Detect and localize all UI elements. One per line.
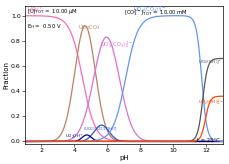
Text: UO$_2$(CO$_3$)$_3^{4-}$: UO$_2$(CO$_3$)$_3^{4-}$ — [132, 4, 165, 15]
X-axis label: pH: pH — [119, 154, 128, 161]
Text: [CO$_3^{2-}$]$_\mathregular{TOT}$ =  10.00 mM: [CO$_3^{2-}$]$_\mathregular{TOT}$ = 10.0… — [123, 7, 187, 18]
Text: UO$_2^{2+}$: UO$_2^{2+}$ — [27, 4, 44, 15]
Text: E$_\mathregular{H}$ =  0.50 V: E$_\mathregular{H}$ = 0.50 V — [27, 22, 61, 31]
Text: [U]$_\mathregular{TOT}$ =  10.00 $\mu$M: [U]$_\mathregular{TOT}$ = 10.00 $\mu$M — [27, 7, 77, 16]
Text: UO$_2$(OH)$_3^-$: UO$_2$(OH)$_3^-$ — [198, 58, 221, 66]
Text: UO$_2$OH$^+$: UO$_2$OH$^+$ — [65, 133, 84, 141]
Text: UO$_2$(OH)$_4^{2-}$: UO$_2$(OH)$_4^{2-}$ — [198, 97, 223, 108]
Text: (UO$_2$)$_2$CO$_3$(OH)$_3^-$: (UO$_2$)$_2$CO$_3$(OH)$_3^-$ — [82, 126, 117, 134]
Text: UO$_2$CO$_3$: UO$_2$CO$_3$ — [77, 24, 100, 32]
Text: t = 25°C: t = 25°C — [196, 138, 219, 143]
Y-axis label: Fraction: Fraction — [3, 61, 9, 89]
Text: UO$_2$(CO$_3$)$_2^{2-}$: UO$_2$(CO$_3$)$_2^{2-}$ — [100, 39, 132, 50]
